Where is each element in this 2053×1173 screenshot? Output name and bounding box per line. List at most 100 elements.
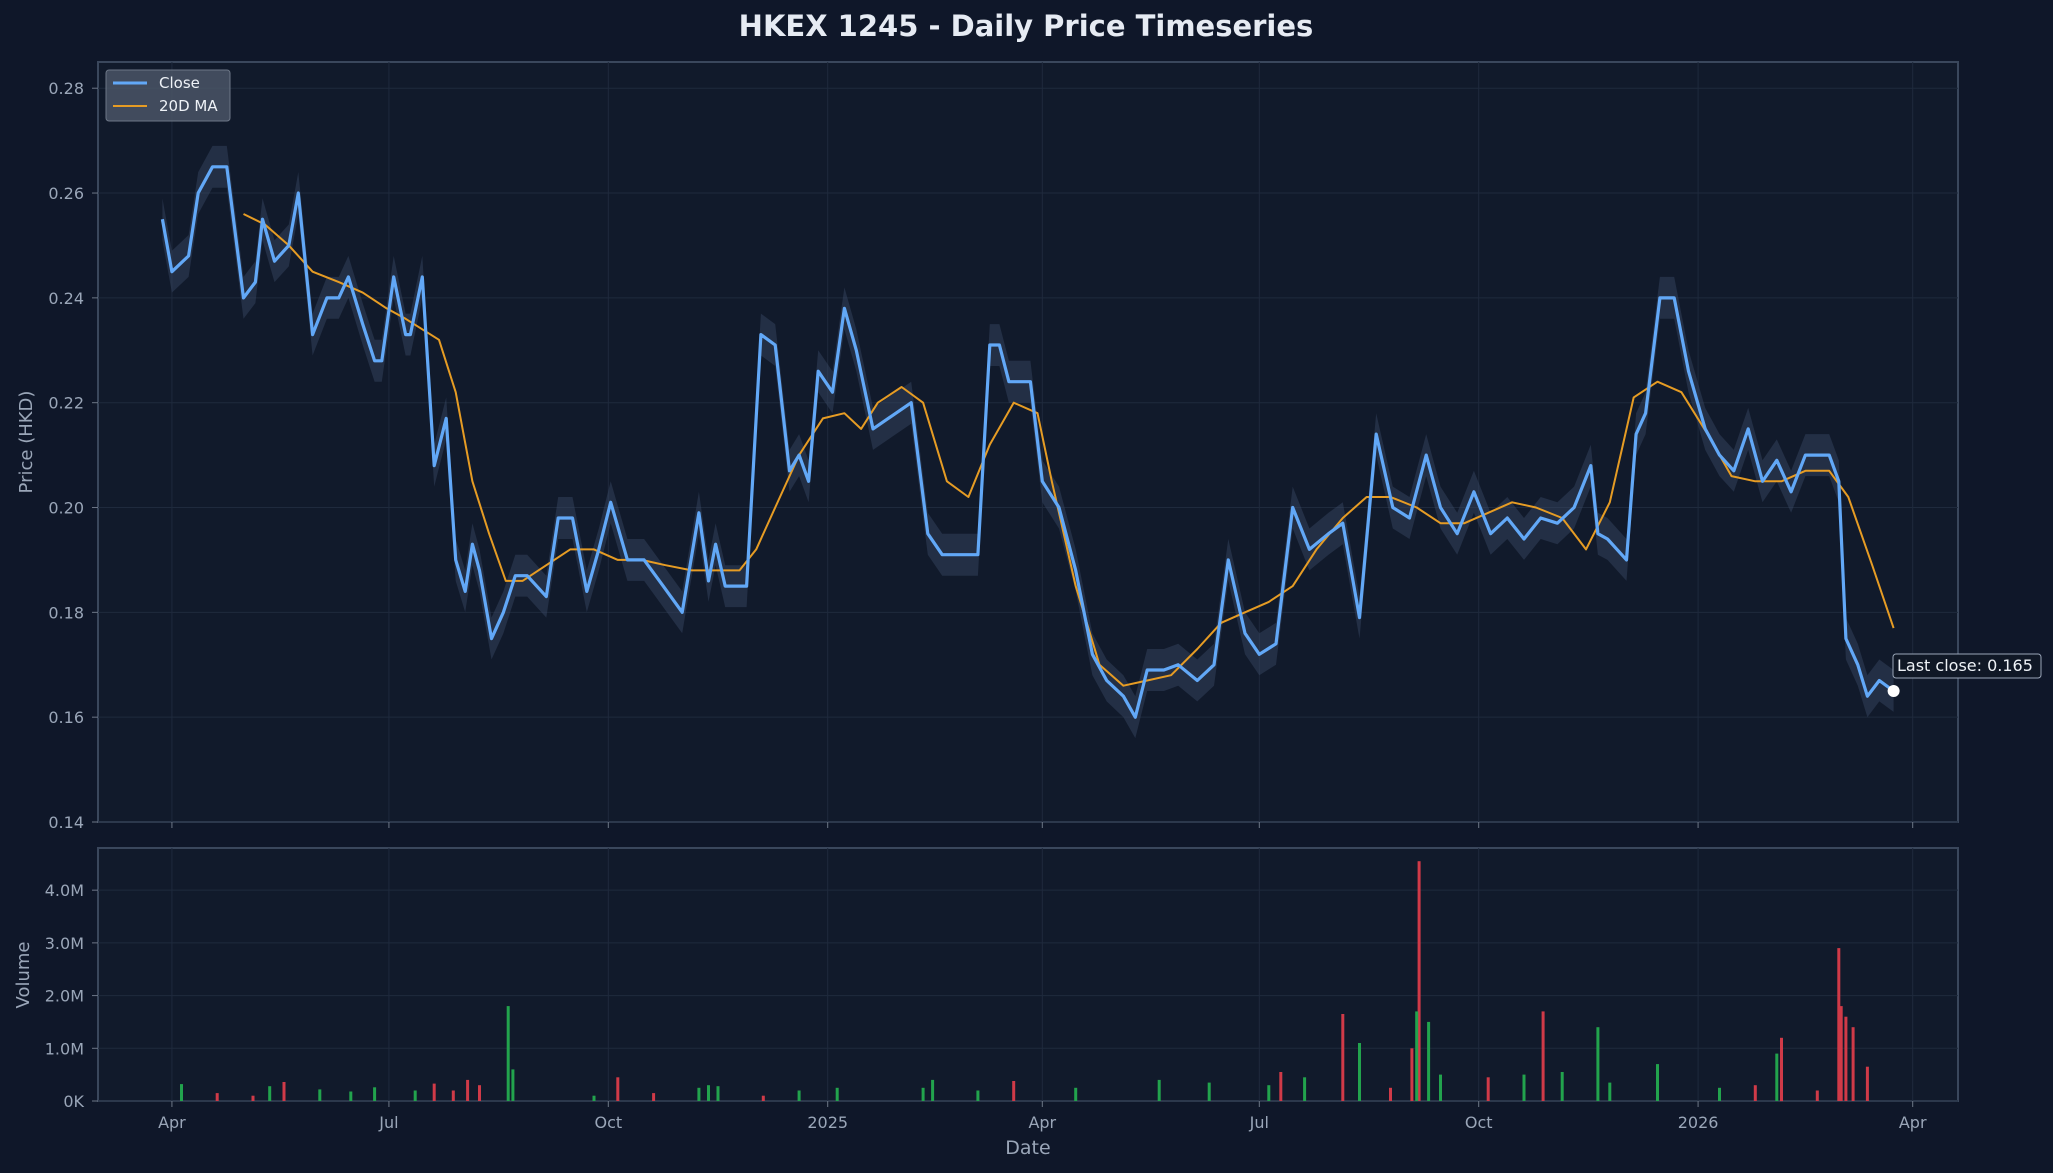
volume-x-ticks: Apr Jul Oct 2025 Apr Jul Oct 2026 Apr [158, 1101, 1927, 1132]
volume-bar [1851, 1027, 1855, 1101]
close-price-line [160, 165, 1895, 719]
volume-bar [373, 1087, 377, 1101]
volume-bar [1279, 1072, 1283, 1101]
volume-bar [616, 1077, 620, 1101]
volume-bar [1207, 1082, 1211, 1101]
volume-bar [592, 1095, 596, 1101]
price-y-tick-label: 0.16 [48, 708, 84, 727]
volume-bar [466, 1079, 470, 1101]
x-axis-label: Date [1005, 1137, 1050, 1159]
x-tick-label: Apr [158, 1113, 186, 1132]
legend-label-ma: 20D MA [159, 97, 218, 115]
x-tick-label: 2025 [807, 1113, 848, 1132]
price-y-axis-label: Price (HKD) [16, 391, 37, 494]
last-close-label-box [1892, 653, 2042, 679]
volume-grid [98, 848, 1958, 1102]
volume-y-tick-label: 3.0M [45, 934, 84, 953]
volume-bar [251, 1095, 255, 1101]
price-y-ticks: 0.14 0.16 0.18 0.20 0.22 0.24 0.26 0.28 [48, 79, 98, 832]
volume-bar [835, 1087, 839, 1101]
volume-bar [511, 1069, 515, 1101]
price-grid [98, 62, 1958, 823]
volume-bar [652, 1093, 656, 1101]
volume-bar [451, 1090, 455, 1101]
price-y-tick-label: 0.20 [48, 499, 84, 518]
legend-label-close: Close [159, 74, 200, 92]
x-tick-label: 2026 [1678, 1113, 1719, 1132]
volume-bar [1844, 1016, 1848, 1101]
volume-bar [1596, 1027, 1600, 1101]
volume-bar [1560, 1072, 1564, 1101]
volume-bar [1753, 1085, 1757, 1101]
volume-bar [1718, 1087, 1721, 1101]
x-tick-label: Jul [378, 1113, 398, 1132]
volume-bar [413, 1090, 417, 1101]
volume-bar [1656, 1064, 1659, 1101]
x-tick-label: Oct [594, 1113, 622, 1132]
price-y-tick-label: 0.14 [48, 813, 84, 832]
volume-bar [318, 1089, 322, 1101]
volume-bar [797, 1090, 801, 1101]
volume-bar [1410, 1048, 1414, 1101]
x-tick-label: Apr [1899, 1113, 1927, 1132]
chart-title: HKEX 1245 - Daily Price Timeseries [739, 9, 1314, 43]
volume-bar [1303, 1077, 1307, 1101]
volume-bar [1780, 1037, 1783, 1102]
volume-bar [1837, 948, 1841, 1101]
price-y-tick-label: 0.28 [48, 79, 84, 98]
price-y-tick-label: 0.24 [48, 289, 84, 308]
volume-bar [180, 1084, 183, 1101]
volume-bar [931, 1079, 935, 1101]
volume-bar [268, 1086, 272, 1101]
volume-bar [1839, 1006, 1843, 1101]
volume-y-tick-label: 4.0M [45, 881, 84, 900]
ma-20d-line [243, 213, 1895, 687]
volume-bar [707, 1085, 710, 1101]
price-plot-area [97, 61, 1959, 823]
volume-bar [1608, 1082, 1612, 1101]
volume-bar [1157, 1079, 1161, 1101]
volume-bar [1358, 1043, 1361, 1101]
volume-bar [282, 1082, 286, 1101]
volume-bar [215, 1093, 219, 1101]
volume-bar [1415, 1011, 1419, 1101]
volume-bar [921, 1087, 925, 1101]
chart-legend: Close 20D MA [105, 69, 231, 122]
volume-bar [1775, 1053, 1779, 1101]
volume-bar [1541, 1011, 1545, 1101]
price-y-tick-label: 0.22 [48, 394, 84, 413]
volume-y-axis-label: Volume [13, 942, 34, 1009]
volume-y-tick-label: 2.0M [45, 987, 84, 1006]
volume-bar [478, 1085, 481, 1101]
volume-bar [1389, 1087, 1392, 1101]
volume-bar [761, 1095, 765, 1101]
volume-plot-area [97, 847, 1959, 1102]
volume-bar [1439, 1074, 1442, 1101]
x-tick-label: Oct [1465, 1113, 1493, 1132]
x-tick-label: Apr [1028, 1113, 1056, 1132]
volume-bar [976, 1090, 980, 1101]
volume-bar [1341, 1014, 1345, 1101]
volume-bar [1417, 861, 1421, 1101]
volume-bar [1486, 1077, 1490, 1101]
volume-y-tick-label: 0K [63, 1092, 84, 1111]
volume-y-tick-label: 1.0M [45, 1039, 84, 1058]
volume-bar [1012, 1081, 1016, 1101]
volume-bar [1815, 1090, 1819, 1101]
volume-bar [1267, 1085, 1271, 1101]
price-x-ticks [171, 822, 1914, 828]
volume-bars [180, 861, 1869, 1102]
price-y-tick-label: 0.18 [48, 603, 84, 622]
volume-bar [697, 1087, 701, 1101]
last-close-label: Last close: 0.165 [1897, 656, 2033, 675]
volume-bar [349, 1091, 353, 1101]
volume-bar [432, 1083, 436, 1101]
volume-y-ticks: 0K 1.0M 2.0M 3.0M 4.0M [45, 881, 98, 1111]
volume-bar [716, 1086, 720, 1101]
volume-bar [1427, 1021, 1431, 1101]
volume-bar [1522, 1074, 1526, 1101]
last-close-annotation: Last close: 0.165 [1887, 653, 2042, 697]
volume-bar [1865, 1066, 1869, 1101]
last-close-marker [1887, 684, 1900, 697]
